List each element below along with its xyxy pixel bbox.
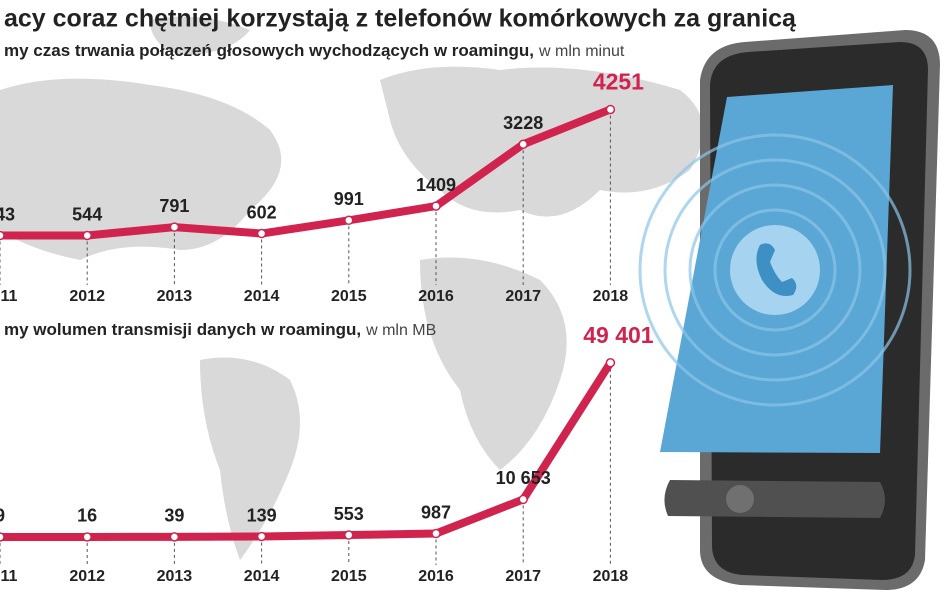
data-point bbox=[256, 228, 267, 239]
x-tick-label: 2011 bbox=[0, 288, 17, 305]
unit: w mln MB bbox=[365, 322, 436, 339]
value-label: 1409 bbox=[416, 175, 456, 195]
value-label: 39 bbox=[164, 506, 184, 526]
data-point bbox=[605, 357, 616, 368]
data-line bbox=[0, 360, 614, 541]
x-tick-label: 2017 bbox=[505, 568, 541, 585]
x-tick-label: 2011 bbox=[0, 568, 17, 585]
chart-subtitle: my wolumen transmisji danych w roamingu,… bbox=[4, 320, 436, 339]
data-point bbox=[431, 528, 441, 539]
chart-title: acy coraz chętniej korzystają z telefonó… bbox=[4, 5, 797, 33]
value-label: 987 bbox=[421, 502, 451, 522]
x-tick-label: 2013 bbox=[157, 568, 193, 585]
value-label: 3228 bbox=[503, 113, 543, 133]
data-point bbox=[169, 532, 180, 542]
data-point bbox=[431, 201, 441, 211]
data-point bbox=[518, 139, 528, 149]
x-tick-label: 2016 bbox=[418, 288, 454, 305]
chart-subtitle: my czas trwania połączeń głosowych wycho… bbox=[4, 41, 625, 60]
subtitle: my czas trwania połączeń głosowych wycho… bbox=[4, 41, 534, 60]
data-point bbox=[344, 215, 354, 226]
x-tick-label: 2012 bbox=[69, 288, 105, 305]
x-tick-label: 2018 bbox=[593, 288, 629, 305]
value-label: 10 653 bbox=[496, 468, 551, 488]
x-tick-label: 2014 bbox=[244, 288, 280, 305]
data-point bbox=[605, 104, 616, 115]
value-label: 16 bbox=[77, 506, 97, 526]
x-tick-label: 2013 bbox=[157, 288, 193, 305]
data-point bbox=[256, 531, 267, 542]
value-label: 9 bbox=[0, 506, 5, 526]
data-point bbox=[0, 230, 5, 241]
value-label: 139 bbox=[247, 505, 277, 525]
data-point bbox=[518, 494, 528, 505]
world-map bbox=[0, 16, 703, 560]
phone bbox=[638, 30, 940, 590]
x-tick-label: 2016 bbox=[418, 568, 454, 585]
value-label: 49 401 bbox=[583, 322, 654, 348]
x-tick-label: 2012 bbox=[69, 568, 105, 585]
value-label: 791 bbox=[159, 196, 189, 216]
x-tick-label: 2015 bbox=[331, 288, 367, 305]
x-tick-label: 2018 bbox=[593, 568, 629, 585]
data-point bbox=[0, 532, 5, 542]
value-label: 991 bbox=[334, 189, 364, 209]
data-line bbox=[0, 105, 612, 240]
x-tick-label: 2014 bbox=[244, 568, 280, 585]
value-label: 602 bbox=[247, 202, 277, 222]
unit: w mln minut bbox=[538, 43, 625, 60]
value-label: 553 bbox=[334, 504, 364, 524]
data-point bbox=[82, 230, 92, 241]
value-label: 544 bbox=[72, 204, 102, 224]
data-point bbox=[344, 530, 354, 540]
value-label: 543 bbox=[0, 204, 15, 224]
data-point bbox=[82, 532, 92, 542]
x-tick-label: 2015 bbox=[331, 568, 367, 585]
x-tick-label: 2017 bbox=[505, 288, 541, 305]
value-label: 4251 bbox=[593, 69, 644, 95]
data-point bbox=[169, 222, 180, 232]
subtitle: my wolumen transmisji danych w roamingu, bbox=[4, 320, 361, 339]
